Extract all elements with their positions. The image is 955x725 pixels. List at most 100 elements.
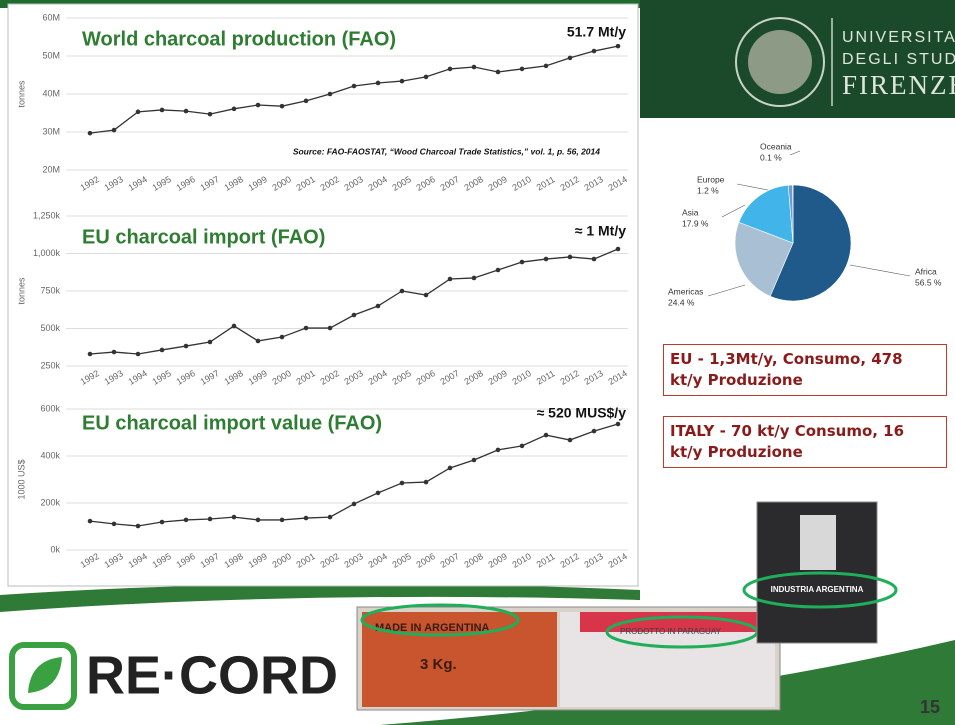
slice-label: Oceania — [760, 141, 792, 151]
y-tick-label: 30M — [42, 126, 60, 136]
point — [472, 276, 477, 281]
source: Source: FAO-FAOSTAT, “Wood Charcoal Trad… — [293, 146, 600, 156]
point — [376, 491, 381, 496]
point — [280, 518, 285, 523]
y-tick-label: 1,000k — [33, 248, 61, 258]
point — [304, 516, 309, 521]
bag3-tag — [800, 515, 836, 570]
uni-line3: FIRENZE — [842, 70, 955, 100]
point — [256, 518, 261, 523]
point — [568, 438, 573, 443]
point — [160, 348, 165, 353]
slice-value: 0.1 % — [760, 152, 782, 162]
point — [448, 277, 453, 282]
point — [160, 108, 165, 113]
point — [112, 128, 117, 133]
point — [544, 257, 549, 262]
info-box: ITALY - 70 kt/y Consumo, 16 kt/y Produzi… — [663, 416, 947, 468]
leader-line — [722, 205, 745, 217]
point — [136, 524, 141, 529]
y-tick-label: 20M — [42, 164, 60, 174]
point — [88, 131, 93, 136]
point — [184, 518, 189, 523]
y-tick-label: 500k — [40, 323, 60, 333]
point — [112, 522, 117, 527]
point — [592, 429, 597, 434]
y-tick-label: 50M — [42, 50, 60, 60]
point — [280, 104, 285, 109]
point — [352, 84, 357, 89]
y-axis-label: tonnes — [16, 277, 26, 305]
point — [256, 339, 261, 344]
point — [544, 64, 549, 69]
point — [280, 335, 285, 340]
point — [208, 112, 213, 117]
slice-label: Africa — [915, 266, 937, 276]
point — [184, 344, 189, 349]
point — [424, 293, 429, 298]
point — [448, 67, 453, 72]
chart-title: EU charcoal import (FAO) — [82, 226, 325, 248]
slice-value: 24.4 % — [668, 297, 695, 307]
slice-value: 56.5 % — [915, 277, 942, 287]
point — [616, 44, 621, 49]
point — [232, 324, 237, 329]
point — [304, 99, 309, 104]
point — [88, 352, 93, 357]
y-tick-label: 40M — [42, 88, 60, 98]
slide: UNIVERSITA DEGLI STUDI FIRENZE MADE IN A… — [0, 0, 955, 725]
chart-panel — [8, 4, 638, 586]
point — [568, 255, 573, 260]
bag2-label: PRODOTTO IN PARAGUAY — [620, 627, 722, 636]
point — [592, 257, 597, 262]
point — [616, 422, 621, 427]
y-tick-label: 0k — [50, 544, 60, 554]
y-tick-label: 60M — [42, 12, 60, 22]
point — [232, 107, 237, 112]
leader-line — [708, 285, 745, 296]
point — [496, 70, 501, 75]
point — [352, 502, 357, 507]
chart-title: EU charcoal import value (FAO) — [82, 412, 382, 434]
point — [136, 110, 141, 115]
point — [448, 466, 453, 471]
slice-value: 17.9 % — [682, 218, 709, 228]
point — [136, 352, 141, 357]
point — [424, 480, 429, 485]
point — [160, 520, 165, 525]
slice-label: Americas — [668, 286, 703, 296]
y-tick-label: 750k — [40, 285, 60, 295]
leader-line — [737, 184, 768, 190]
point — [208, 340, 213, 345]
y-tick-label: 1,250k — [33, 210, 61, 220]
logo-text: RE·CORD — [86, 645, 338, 705]
point — [520, 67, 525, 72]
chart-title: World charcoal production (FAO) — [82, 28, 396, 50]
point — [424, 75, 429, 80]
point — [352, 313, 357, 318]
seal-inner — [748, 30, 812, 94]
point — [328, 92, 333, 97]
slice-value: 1.2 % — [697, 185, 719, 195]
point — [544, 433, 549, 438]
point — [520, 444, 525, 449]
uni-line1: UNIVERSITA — [842, 29, 955, 46]
bag1-weight: 3 Kg. — [420, 656, 457, 673]
point — [616, 247, 621, 252]
point — [400, 79, 405, 84]
point — [400, 289, 405, 294]
point — [400, 481, 405, 486]
point — [376, 81, 381, 86]
annotation: ≈ 1 Mt/y — [575, 223, 626, 239]
y-axis-label: tonnes — [16, 80, 26, 108]
point — [232, 515, 237, 520]
page-number: 15 — [920, 697, 940, 717]
point — [304, 326, 309, 331]
point — [472, 458, 477, 463]
y-tick-label: 200k — [40, 497, 60, 507]
point — [208, 517, 213, 522]
point — [592, 49, 597, 54]
point — [328, 515, 333, 520]
bag3-label: INDUSTRIA ARGENTINA — [771, 585, 864, 594]
point — [472, 65, 477, 70]
